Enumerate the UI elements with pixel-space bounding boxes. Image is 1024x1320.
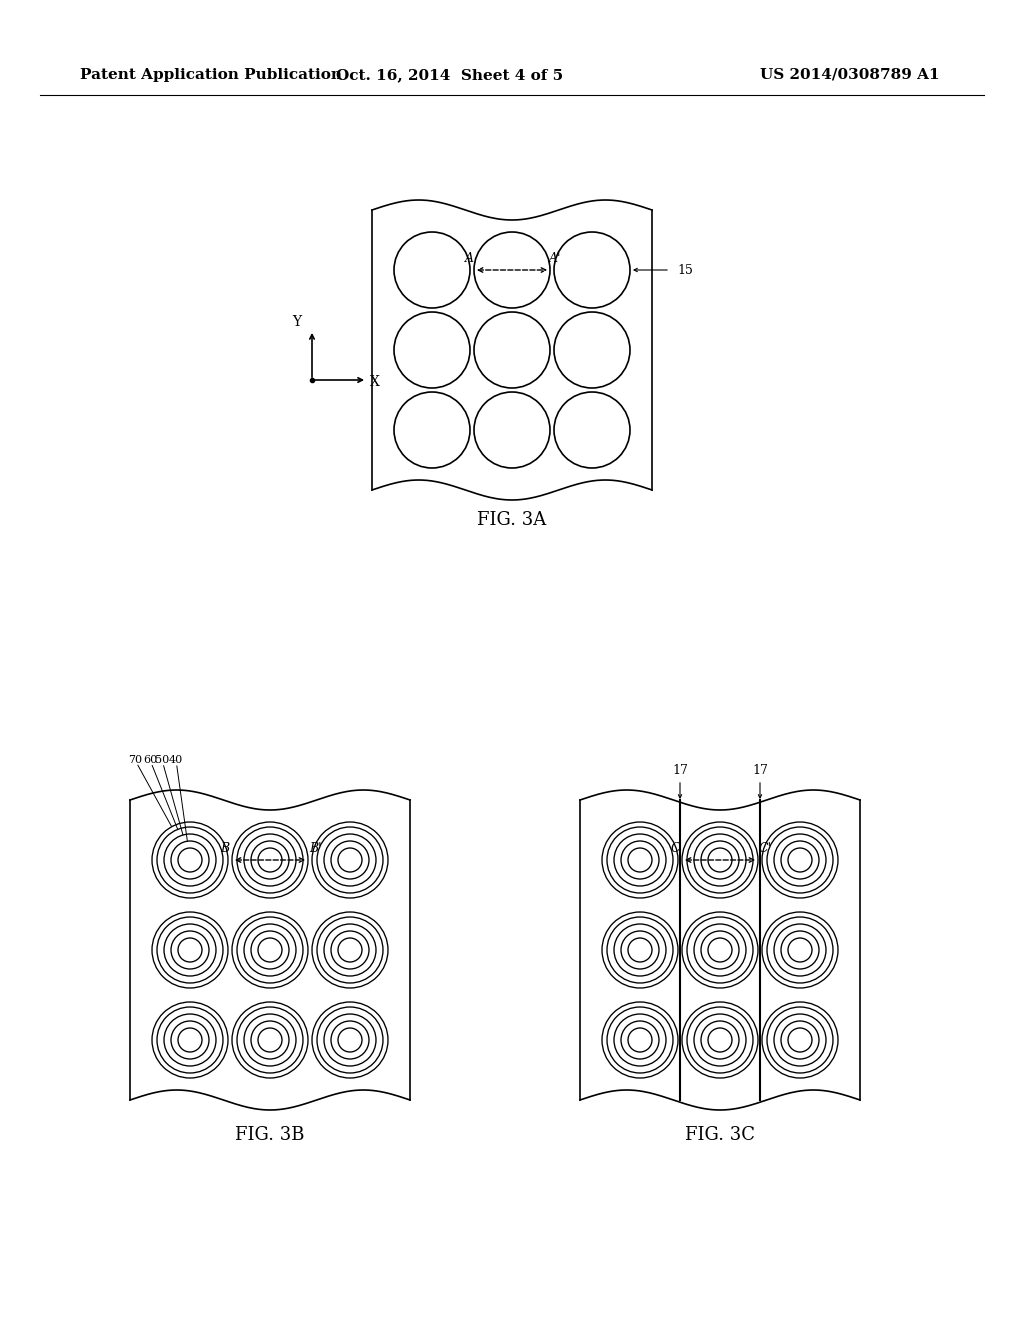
Text: C: C (670, 842, 680, 854)
Text: C': C' (759, 842, 771, 854)
Text: X: X (370, 375, 380, 389)
Text: 17: 17 (672, 763, 688, 776)
Text: 70: 70 (128, 755, 142, 766)
Text: B': B' (309, 842, 322, 854)
Text: A: A (465, 252, 473, 264)
Text: FIG. 3B: FIG. 3B (236, 1126, 305, 1144)
Text: US 2014/0308789 A1: US 2014/0308789 A1 (760, 69, 940, 82)
Text: 40: 40 (169, 755, 183, 766)
Text: A': A' (549, 252, 561, 264)
Text: FIG. 3A: FIG. 3A (477, 511, 547, 529)
Text: 60: 60 (143, 755, 157, 766)
Text: Oct. 16, 2014  Sheet 4 of 5: Oct. 16, 2014 Sheet 4 of 5 (337, 69, 563, 82)
Text: FIG. 3C: FIG. 3C (685, 1126, 755, 1144)
Text: B: B (220, 842, 229, 854)
Text: Patent Application Publication: Patent Application Publication (80, 69, 342, 82)
Text: 15: 15 (677, 264, 693, 276)
Text: 17: 17 (752, 763, 768, 776)
Text: Y: Y (293, 315, 301, 329)
Text: 50: 50 (155, 755, 169, 766)
